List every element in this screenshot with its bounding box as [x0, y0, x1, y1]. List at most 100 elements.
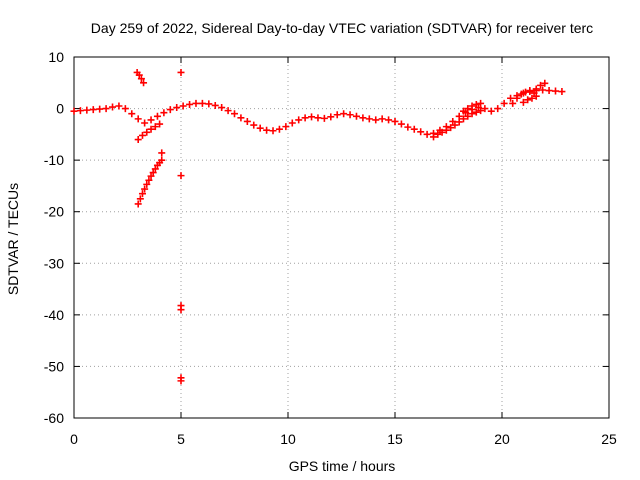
- data-point: [558, 88, 566, 96]
- data-point: [109, 103, 117, 111]
- data-point: [177, 306, 185, 314]
- x-tick-label: 20: [494, 431, 510, 447]
- y-tick-label: -40: [44, 307, 64, 323]
- data-point: [96, 105, 104, 113]
- data-point: [378, 115, 386, 123]
- data-point: [83, 106, 91, 114]
- data-point: [472, 108, 480, 116]
- data-point: [269, 127, 277, 135]
- data-point: [70, 107, 78, 115]
- data-point: [320, 114, 328, 122]
- x-tick-label: 25: [601, 431, 617, 447]
- data-point: [147, 116, 155, 124]
- data-point: [442, 126, 450, 134]
- data-point: [459, 115, 467, 123]
- data-point: [121, 105, 129, 113]
- data-point: [231, 110, 238, 118]
- x-tick-label: 10: [280, 431, 296, 447]
- data-point: [430, 133, 438, 141]
- data-point: [143, 128, 151, 136]
- data-points: [70, 68, 566, 385]
- data-point: [308, 113, 316, 121]
- data-point: [468, 110, 476, 118]
- data-point: [539, 86, 547, 94]
- data-point: [211, 101, 219, 109]
- data-point: [459, 107, 467, 115]
- data-point: [158, 156, 166, 164]
- x-tick-label: 0: [70, 431, 78, 447]
- data-point: [115, 102, 123, 110]
- y-tick-label: 10: [48, 49, 64, 65]
- data-point: [423, 130, 431, 138]
- chart-title: Day 259 of 2022, Sidereal Day-to-day VTE…: [91, 20, 593, 36]
- data-point: [397, 120, 405, 128]
- data-point: [89, 106, 97, 114]
- data-point: [455, 118, 463, 126]
- data-point: [451, 121, 459, 129]
- data-point: [447, 124, 455, 132]
- data-point: [140, 79, 148, 87]
- series-main-trace: [70, 86, 566, 138]
- series-descending-arc: [133, 68, 148, 87]
- data-point: [145, 176, 153, 184]
- data-point: [134, 136, 142, 144]
- data-point: [237, 114, 245, 122]
- data-point: [138, 131, 146, 139]
- data-point: [177, 377, 185, 385]
- data-point: [102, 105, 110, 113]
- series-rising-curve: [134, 156, 166, 208]
- data-point: [198, 99, 206, 107]
- data-point: [494, 105, 502, 113]
- data-point: [346, 111, 354, 119]
- data-point: [243, 117, 251, 125]
- data-point: [352, 112, 360, 120]
- grid-lines: [74, 57, 609, 418]
- y-tick-label: -20: [44, 204, 64, 220]
- y-tick-label: -10: [44, 152, 64, 168]
- data-point: [134, 115, 142, 123]
- data-point: [541, 79, 549, 87]
- data-point: [464, 105, 472, 113]
- data-point: [468, 102, 476, 110]
- x-axis-label: GPS time / hours: [289, 458, 396, 474]
- data-point: [295, 116, 303, 124]
- x-tick-label: 15: [387, 431, 403, 447]
- data-point: [532, 85, 540, 93]
- plot-frame: [73, 56, 610, 419]
- series-lower-arcs: [430, 92, 540, 141]
- data-point: [205, 100, 213, 108]
- data-point: [327, 113, 335, 121]
- data-point: [340, 110, 348, 118]
- data-point: [513, 94, 521, 102]
- data-point: [434, 130, 442, 138]
- data-point: [552, 87, 559, 95]
- data-point: [500, 99, 508, 107]
- data-point: [507, 94, 515, 102]
- data-point: [391, 117, 399, 125]
- data-point: [477, 107, 485, 115]
- data-point: [149, 169, 157, 177]
- data-point: [76, 107, 84, 115]
- data-point: [417, 128, 425, 136]
- data-point: [177, 172, 185, 180]
- series-secondary-arc: [134, 120, 164, 144]
- data-point: [141, 185, 149, 193]
- data-point: [365, 115, 373, 123]
- x-tick-label: 5: [177, 431, 185, 447]
- y-tick-label: -60: [44, 410, 64, 426]
- y-tick-label: 0: [56, 101, 64, 117]
- series-upper-arcs: [459, 79, 549, 115]
- data-point: [186, 100, 194, 108]
- data-point: [134, 200, 142, 208]
- data-point: [372, 116, 380, 124]
- data-point: [263, 126, 271, 134]
- data-point: [301, 114, 309, 122]
- data-point: [487, 107, 495, 115]
- data-point: [158, 149, 166, 157]
- data-point: [151, 165, 159, 173]
- data-point: [153, 112, 161, 120]
- axis-ticks: 0 5 10 15 20 25 10 0 -10 -20 -30 -40 -50 -60: [44, 49, 617, 447]
- data-point: [137, 75, 145, 83]
- data-point: [522, 88, 530, 96]
